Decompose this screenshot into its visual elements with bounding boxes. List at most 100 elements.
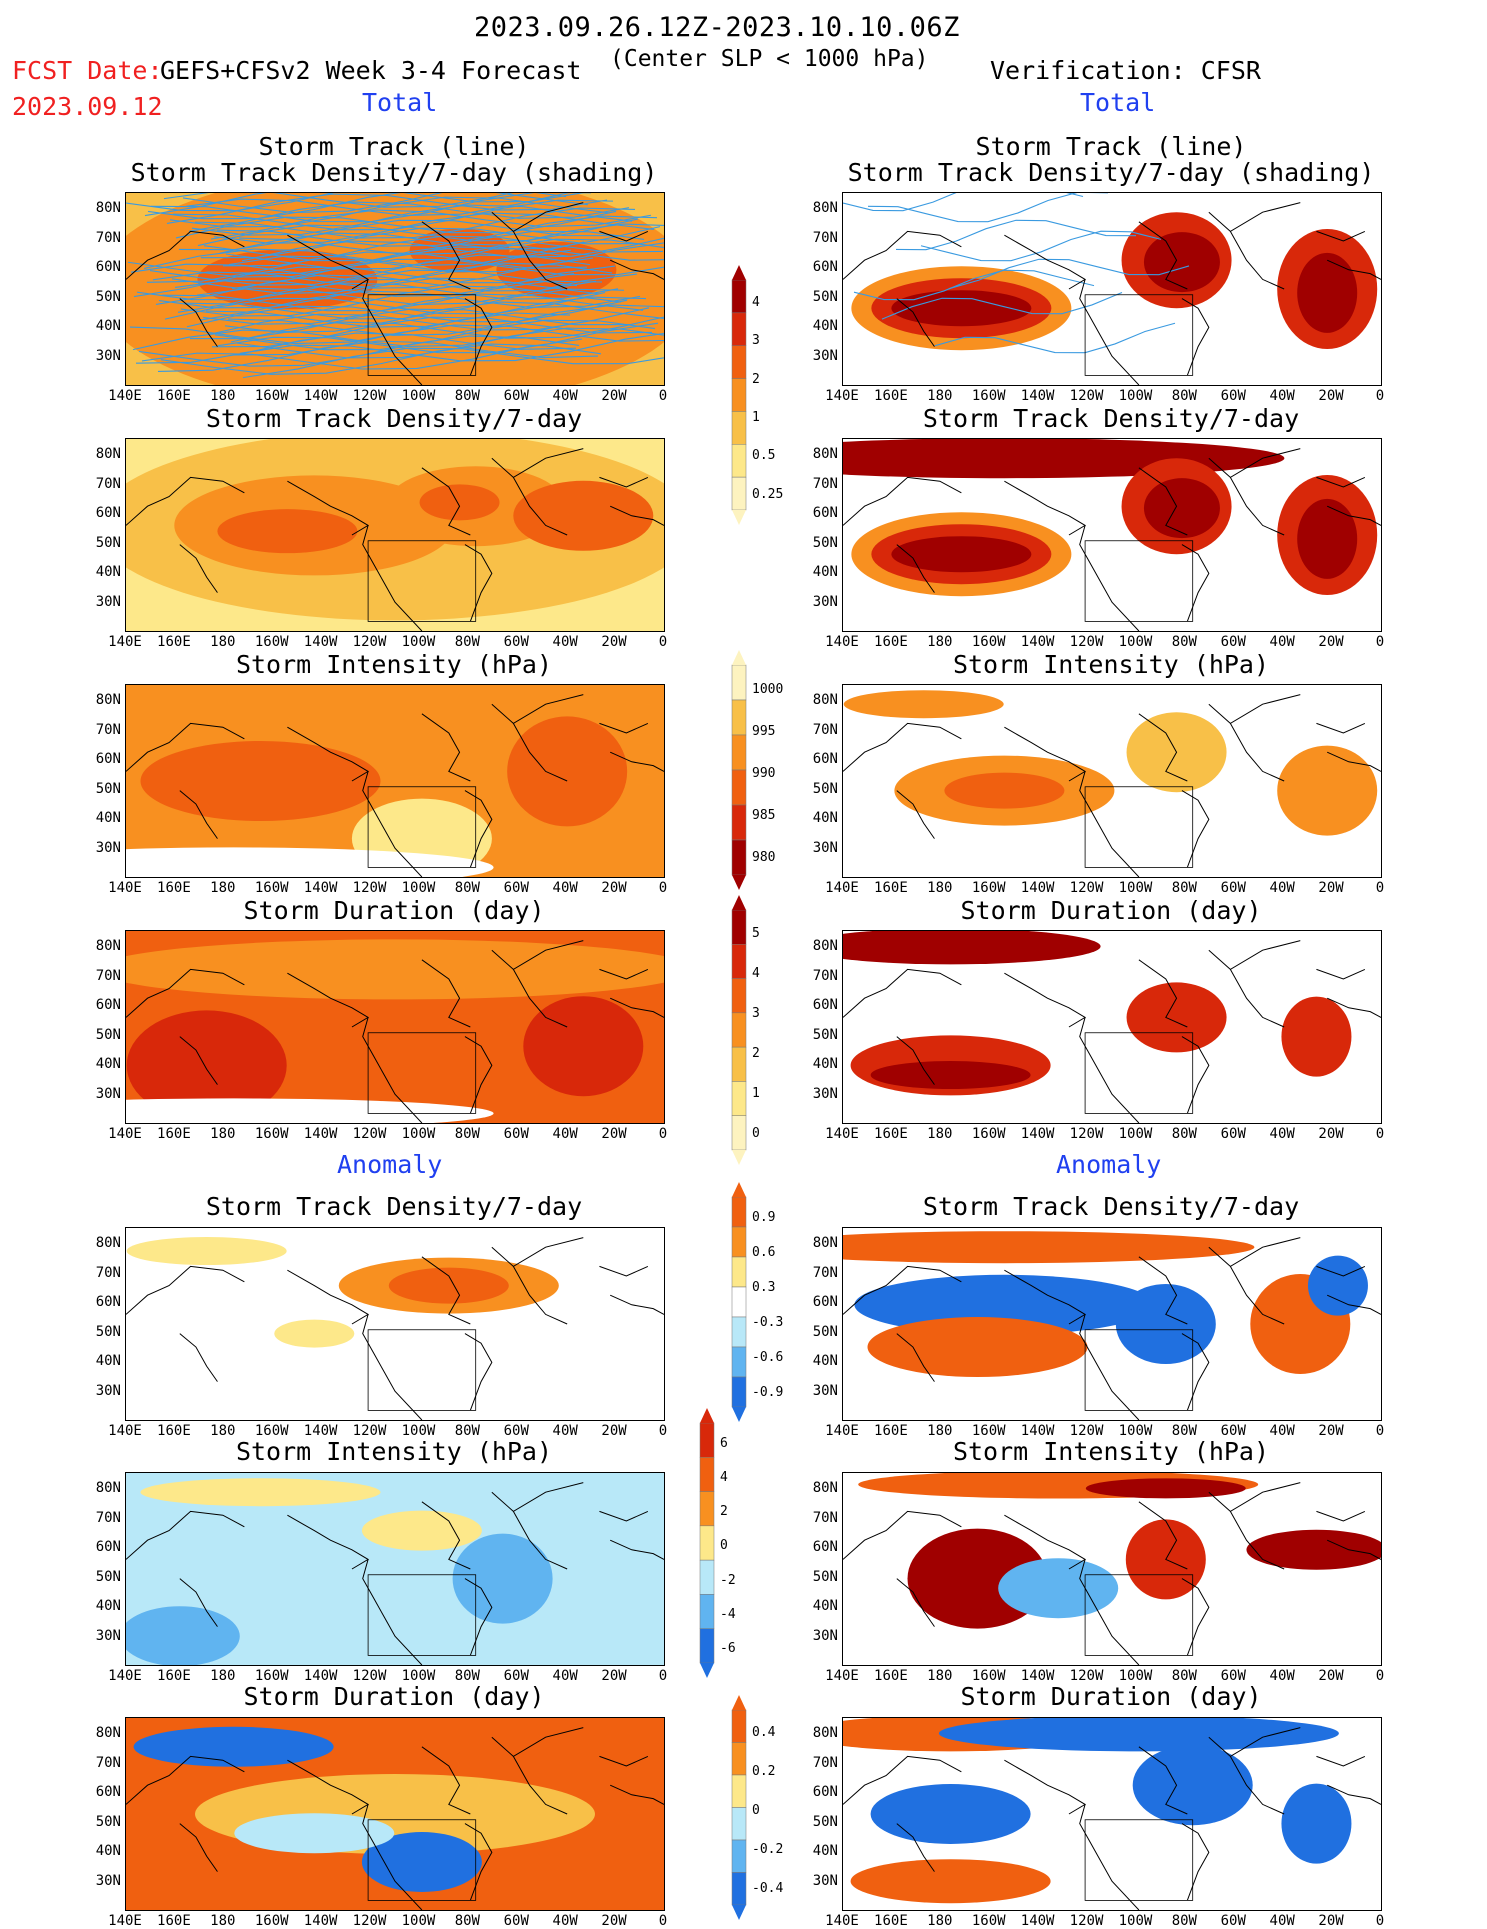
- lon-label: 160E: [874, 634, 908, 650]
- lat-label: 30N: [812, 1627, 838, 1644]
- lon-label: 180: [210, 880, 236, 896]
- lat-label: 60N: [812, 259, 838, 275]
- lon-label: 160W: [971, 1913, 1006, 1929]
- shading-blob: [870, 1784, 1031, 1844]
- shading-blob: [419, 484, 500, 521]
- lon-label: 160E: [874, 1913, 908, 1929]
- colorbar-segment: [731, 1196, 747, 1228]
- storm-track-line: [205, 296, 647, 328]
- lon-label: 160E: [157, 634, 191, 650]
- coastline: [843, 722, 962, 772]
- coastline: [1138, 713, 1188, 782]
- lon-label: 140W: [1020, 634, 1055, 650]
- colorbar-segment: [731, 1226, 747, 1258]
- panel-title-track-line-right: Storm Track (line): [975, 132, 1247, 161]
- shading-blob: [513, 480, 654, 551]
- storm-track-line: [126, 193, 567, 212]
- storm-track-line: [185, 193, 570, 216]
- coastline: [287, 1269, 370, 1325]
- lon-label: 60W: [1220, 880, 1246, 896]
- map-panel-intL: [125, 684, 665, 878]
- lat-label: 40N: [95, 318, 121, 334]
- lon-label: 40W: [1269, 1126, 1295, 1142]
- shading-blob: [1297, 252, 1358, 333]
- lon-label: 180: [927, 634, 953, 650]
- lon-label: 160W: [971, 1126, 1006, 1142]
- coastline: [1004, 972, 1087, 1028]
- lon-label: 60W: [1220, 1668, 1246, 1684]
- map-panel-durL: [125, 930, 665, 1124]
- lon-label: 180: [927, 388, 953, 404]
- lon-label: 140E: [108, 388, 142, 404]
- coastline: [843, 1755, 962, 1805]
- colorbar-label: 2: [752, 371, 760, 387]
- lat-label: 60N: [812, 751, 838, 767]
- shading-blob: [1132, 1745, 1253, 1826]
- colorbar-label: 2: [720, 1504, 728, 1520]
- lon-label: 140E: [108, 1423, 142, 1439]
- lon-label: 80W: [1171, 388, 1197, 404]
- lat-label: 40N: [812, 564, 838, 580]
- shading-blob: [1281, 996, 1352, 1077]
- lon-label: 60W: [503, 1126, 529, 1142]
- lon-label: 0: [1375, 880, 1385, 896]
- storm-track-line: [199, 290, 641, 321]
- lon-label: 80W: [454, 388, 480, 404]
- lon-label: 160E: [157, 880, 191, 896]
- lon-label: 140E: [825, 1913, 859, 1929]
- lat-label: 30N: [95, 347, 121, 364]
- lat-label: 30N: [95, 1382, 121, 1399]
- shading-blob: [998, 1558, 1119, 1619]
- lon-label: 120W: [352, 880, 387, 896]
- model-title: GEFS+CFSv2 Week 3-4 Forecast: [160, 56, 582, 85]
- coastline: [362, 1804, 423, 1910]
- storm-track-line: [146, 251, 588, 283]
- colorbar-segment: [731, 1709, 747, 1743]
- coastline: [362, 1314, 423, 1420]
- coastline: [609, 751, 664, 772]
- colorbar-label: 0.6: [752, 1245, 776, 1260]
- colorbar-label: 3: [752, 333, 760, 349]
- map-panel-trackR: [842, 192, 1382, 386]
- coastline: [464, 1333, 493, 1411]
- colorbar-bottom-arrow: [700, 1663, 714, 1678]
- lat-label: 70N: [812, 721, 838, 738]
- lon-label: 180: [210, 1423, 236, 1439]
- coastline: [1208, 1237, 1301, 1268]
- panel-title-density-anom-right: Storm Track Density/7-day: [922, 1192, 1300, 1221]
- lon-label: 0: [658, 1126, 668, 1142]
- verification-title: Verification: CFSR: [990, 56, 1261, 85]
- coastline: [1208, 202, 1301, 233]
- lon-label: 100W: [401, 1668, 436, 1684]
- lon-label: 180: [210, 388, 236, 404]
- lon-label: 60W: [503, 388, 529, 404]
- lon-label: 140E: [108, 1126, 142, 1142]
- lat-label: 80N: [95, 692, 121, 708]
- lon-label: 140W: [303, 634, 338, 650]
- colorbar-segment: [731, 312, 747, 346]
- colorbar-segment: [731, 345, 747, 379]
- lat-label: 50N: [95, 288, 121, 305]
- coastline: [1316, 722, 1366, 734]
- lon-label: 120W: [352, 1423, 387, 1439]
- lat-label: 80N: [812, 692, 838, 708]
- lon-label: 40W: [552, 388, 578, 404]
- lat-label: 50N: [95, 534, 121, 551]
- storm-track-line: [238, 223, 664, 255]
- coastline: [1138, 1501, 1188, 1570]
- colorbar-segment: [731, 378, 747, 412]
- storm-track-line: [895, 219, 1137, 251]
- coastline: [126, 230, 245, 280]
- coastline: [1079, 1314, 1140, 1420]
- lat-label: 30N: [95, 593, 121, 610]
- lon-label: 20W: [601, 634, 627, 650]
- lat-label: 40N: [95, 1598, 121, 1614]
- coastline: [599, 1265, 649, 1277]
- lon-label: 160W: [971, 1668, 1006, 1684]
- colorbar-segment: [731, 1807, 747, 1841]
- shading-blob: [843, 1231, 1255, 1264]
- storm-track-line: [881, 292, 1123, 320]
- coastline: [421, 1501, 471, 1570]
- lon-label: 40W: [552, 1668, 578, 1684]
- coastline: [1181, 544, 1210, 622]
